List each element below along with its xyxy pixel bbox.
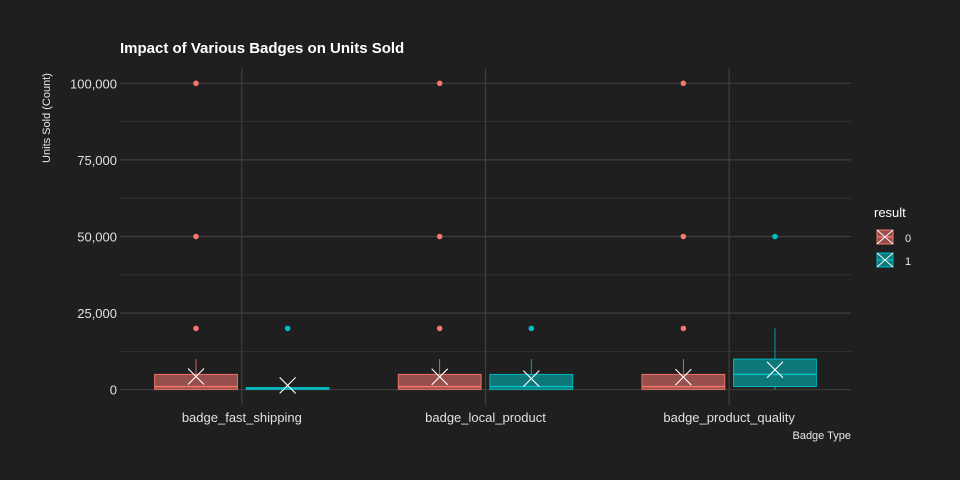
mean-marker (522, 370, 540, 388)
box-plot-marks (154, 80, 817, 394)
legend-label: 1 (905, 256, 911, 268)
mean-marker (766, 361, 784, 379)
y-axis-title: Units Sold (Count) (41, 73, 53, 163)
outlier-point (680, 325, 687, 332)
outlier-point (680, 233, 687, 240)
x-tick-label: badge_product_quality (663, 410, 795, 425)
y-tick-label: 75,000 (77, 153, 117, 168)
box-group (641, 80, 726, 390)
outlier-point (772, 233, 778, 240)
box-group (245, 325, 330, 394)
outlier-point (284, 325, 291, 332)
outlier-point (436, 325, 443, 332)
y-tick-label: 50,000 (77, 230, 117, 245)
box (733, 358, 817, 388)
y-tick-label: 25,000 (77, 306, 117, 321)
outlier-point (193, 80, 199, 87)
mean-marker (279, 377, 297, 394)
box-group (733, 233, 817, 390)
legend: 01 (876, 229, 911, 268)
outlier-point (680, 80, 687, 87)
box (397, 373, 482, 390)
legend-key-mean (876, 229, 894, 245)
box (641, 373, 726, 390)
x-axis-ticks: badge_fast_shipping badge_local_product ba… (182, 410, 796, 425)
box-group (397, 80, 482, 390)
mean-marker (187, 368, 205, 385)
mean-marker (431, 368, 449, 386)
outlier-point (193, 325, 199, 332)
outlier-point (436, 233, 443, 240)
chart-title: Impact of Various Badges on Units Sold (120, 40, 404, 57)
box (489, 373, 574, 390)
mean-marker (674, 368, 692, 386)
box (154, 373, 238, 390)
grid-lines (120, 68, 851, 405)
y-tick-label: 100,000 (70, 76, 117, 91)
outlier-point (436, 80, 443, 87)
outlier-point (193, 233, 199, 240)
legend-item: 0 (876, 229, 911, 245)
x-tick-label: badge_fast_shipping (182, 410, 302, 425)
y-tick-label: 0 (110, 383, 117, 398)
x-tick-label: badge_local_product (425, 410, 546, 425)
legend-item: 1 (876, 252, 911, 268)
legend-key-mean (876, 252, 894, 268)
box-group (154, 80, 238, 390)
box-group (489, 325, 574, 390)
legend-title: result (874, 205, 906, 220)
outlier-point (528, 325, 535, 332)
y-axis-ticks: 0 25,000 50,000 75,000 100,000 (70, 76, 117, 397)
x-axis-title: Badge Type (792, 430, 851, 442)
legend-label: 0 (905, 233, 911, 245)
